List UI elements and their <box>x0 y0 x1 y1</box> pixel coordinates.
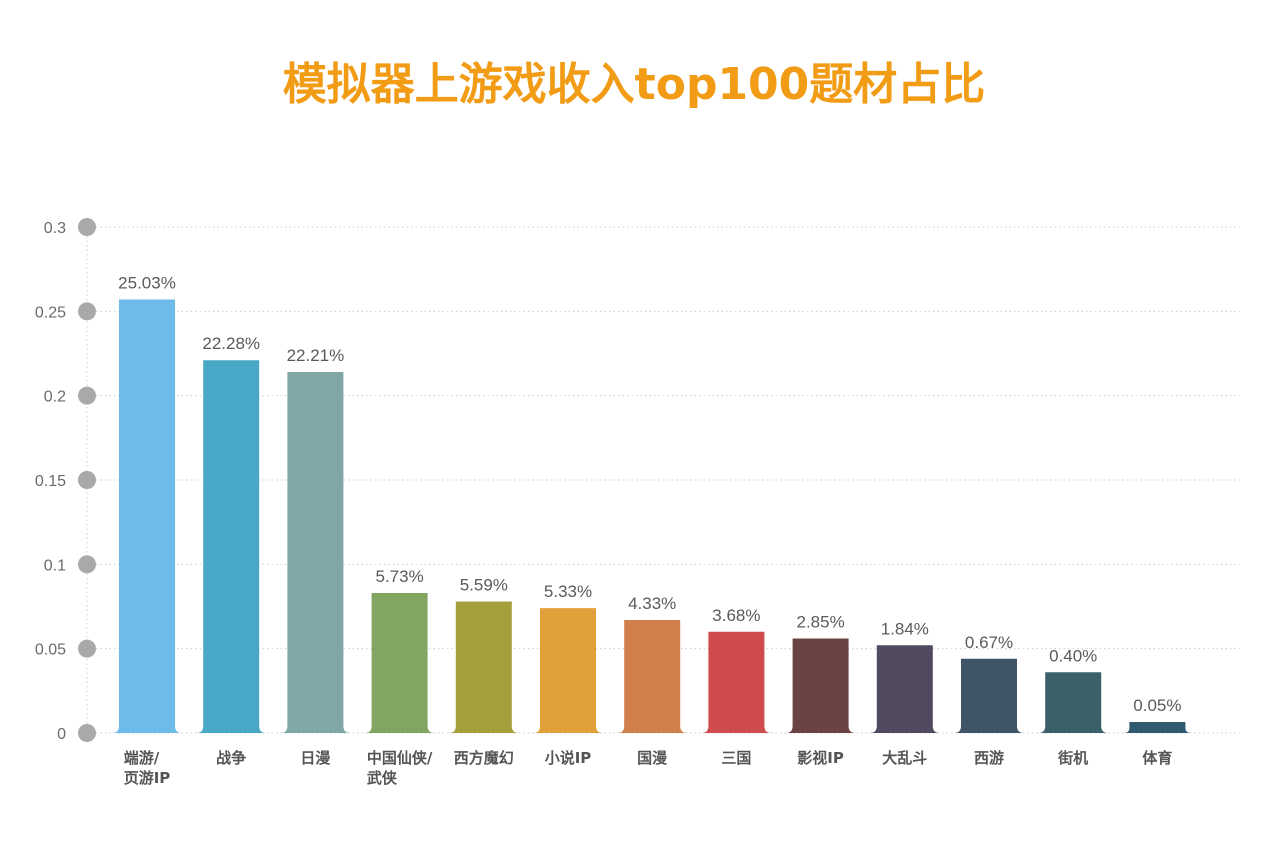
y-tick-marker <box>78 639 96 658</box>
data-label: 22.21% <box>287 346 345 365</box>
bar <box>1123 722 1191 733</box>
data-label: 2.85% <box>796 613 844 632</box>
data-label: 0.40% <box>1049 646 1097 665</box>
bar <box>112 299 182 733</box>
data-label: 5.33% <box>544 582 592 601</box>
bar <box>533 608 603 733</box>
data-label: 22.28% <box>202 334 260 353</box>
y-tick-label: 0.3 <box>44 220 66 237</box>
data-label: 0.67% <box>965 633 1013 652</box>
bar <box>954 658 1024 733</box>
data-label: 5.73% <box>375 567 423 586</box>
y-tick-marker <box>78 386 96 405</box>
y-tick-marker <box>78 724 96 742</box>
data-label: 3.68% <box>712 606 760 625</box>
category-label: 西游 <box>973 749 1005 767</box>
y-tick-marker <box>78 471 96 489</box>
category-label: 端游/页游IP <box>123 749 171 787</box>
y-tick-label: 0.25 <box>35 304 66 321</box>
data-label: 0.05% <box>1133 696 1181 715</box>
y-tick-label: 0.2 <box>44 389 66 406</box>
y-tick-marker <box>78 302 96 321</box>
bar <box>869 645 940 733</box>
bar <box>196 360 267 733</box>
category-label: 战争 <box>216 749 247 767</box>
category-label: 中国仙侠/武侠 <box>366 749 433 787</box>
data-label: 1.84% <box>881 619 929 638</box>
y-tick-label: 0.1 <box>44 557 66 574</box>
bar <box>617 619 688 733</box>
category-label: 影视IP <box>797 749 844 767</box>
category-label: 大乱斗 <box>882 749 928 767</box>
bar <box>280 372 351 733</box>
category-label: 日漫 <box>300 749 331 767</box>
y-tick-label: 0.15 <box>35 473 66 490</box>
data-label: 4.33% <box>628 594 676 613</box>
chart-title: 模拟器上游戏收入top100题材占比 <box>282 59 986 110</box>
bar <box>701 631 772 733</box>
bar <box>1038 672 1109 733</box>
category-label: 西方魔幻 <box>453 749 514 767</box>
y-tick-label: 0.05 <box>35 642 66 659</box>
bar <box>785 638 856 733</box>
data-label: 25.03% <box>118 274 176 293</box>
data-label: 5.59% <box>460 575 508 594</box>
category-label: 街机 <box>1058 749 1089 767</box>
bar <box>364 593 435 733</box>
category-label: 三国 <box>721 749 752 767</box>
category-label: 体育 <box>1142 749 1173 767</box>
y-tick-marker <box>78 218 96 236</box>
category-label: 国漫 <box>637 749 668 767</box>
bar <box>448 601 519 733</box>
category-label: 小说IP <box>544 749 592 767</box>
y-tick-marker <box>78 555 96 574</box>
y-tick-label: 0 <box>57 726 66 743</box>
